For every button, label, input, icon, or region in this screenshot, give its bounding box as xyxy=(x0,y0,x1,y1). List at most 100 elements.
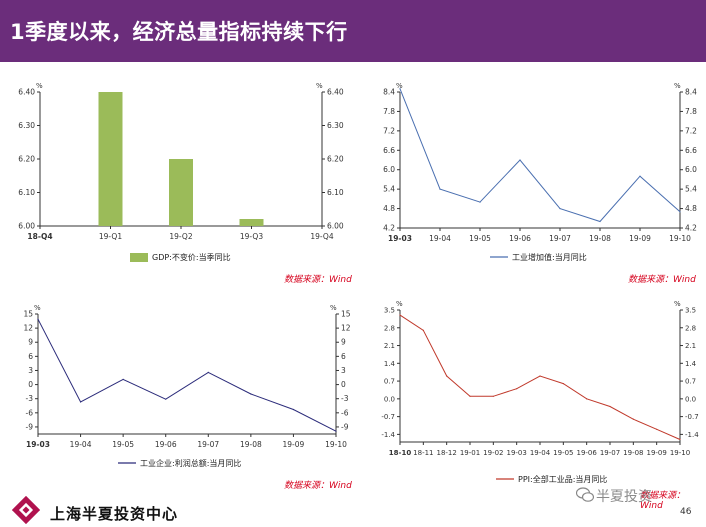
x-tick-label: 19-01 xyxy=(460,449,480,457)
data-point-19-03 xyxy=(399,88,401,90)
x-tick-label: 18-Q4 xyxy=(27,232,52,241)
y-tick-label: 3 xyxy=(341,366,346,375)
x-tick-label: 19-06 xyxy=(509,234,531,243)
data-point-19-10 xyxy=(335,430,337,432)
data-point-19-01 xyxy=(469,395,471,397)
y-tick-label: 3.5 xyxy=(685,307,696,315)
x-tick-label: 19-04 xyxy=(70,440,92,449)
x-tick-label: 19-07 xyxy=(197,440,219,449)
data-point-19-08 xyxy=(632,418,634,420)
y-tick-label: 12 xyxy=(23,324,33,333)
x-tick-label: 19-09 xyxy=(629,234,651,243)
y-tick-label: 15 xyxy=(23,310,33,319)
data-point-19-05 xyxy=(562,383,564,385)
y-tick-label: 8.4 xyxy=(383,88,395,97)
legend-swatch xyxy=(130,253,148,262)
x-tick-label: 19-03 xyxy=(26,440,50,449)
y-tick-label: 4.8 xyxy=(383,204,395,213)
company-name: 上海半夏投资中心 xyxy=(50,505,179,523)
data-point-19-08 xyxy=(250,393,252,395)
bar-19-Q3 xyxy=(239,219,264,226)
data-point-19-06 xyxy=(165,398,167,400)
data-point-19-07 xyxy=(207,371,209,373)
x-tick-label: 19-04 xyxy=(429,234,451,243)
y-tick-label: 6 xyxy=(341,352,346,361)
bar-19-Q1 xyxy=(98,92,123,226)
y-tick-label: 6.40 xyxy=(327,88,344,97)
y-tick-label: -9 xyxy=(341,422,349,431)
y-tick-label: 0.7 xyxy=(685,378,696,386)
y-tick-label: 6.20 xyxy=(18,155,35,164)
y-tick-label: -3 xyxy=(26,394,34,403)
data-point-19-05 xyxy=(122,378,124,381)
x-tick-label: 19-06 xyxy=(576,449,597,457)
y-tick-label: 6.6 xyxy=(383,146,395,155)
x-tick-label: 18-11 xyxy=(413,449,433,457)
data-point-19-06 xyxy=(519,159,521,161)
y-tick-label: -6 xyxy=(26,408,34,417)
unit-label-left: % xyxy=(396,300,403,308)
y-tick-label: 4.2 xyxy=(383,224,395,233)
y-tick-label: 6.10 xyxy=(18,188,35,197)
x-tick-label: 19-02 xyxy=(483,449,503,457)
y-tick-label: 4.2 xyxy=(685,224,697,233)
x-tick-label: 19-Q2 xyxy=(169,232,192,241)
y-tick-label: 6.00 xyxy=(18,222,35,231)
y-tick-label: 7.8 xyxy=(685,107,697,116)
y-tick-label: 7.8 xyxy=(383,107,395,116)
x-tick-label: 19-08 xyxy=(240,440,262,449)
y-tick-label: 9 xyxy=(341,338,346,347)
y-tick-label: 6.10 xyxy=(327,188,344,197)
unit-label-right: % xyxy=(674,300,681,308)
wechat-icon xyxy=(576,487,594,502)
y-tick-label: 7.2 xyxy=(383,126,395,135)
x-tick-label: 19-08 xyxy=(623,449,643,457)
x-tick-label: 19-05 xyxy=(112,440,134,449)
x-tick-label: 19-10 xyxy=(670,449,690,457)
x-tick-label: 19-07 xyxy=(549,234,571,243)
chart-industrial-value-added: % % 4.2 4.2 4.8 4.8 5.4 5.4 6.0 6.0 6.6 6.6 7.2 7.2 7.… xyxy=(383,82,697,262)
y-tick-label: 0.0 xyxy=(384,395,395,403)
y-tick-label: 3 xyxy=(28,366,33,375)
data-point-19-07 xyxy=(559,207,561,210)
x-tick-label: 19-Q3 xyxy=(240,232,263,241)
series-line xyxy=(399,314,681,440)
unit-label-left: % xyxy=(36,82,43,90)
legend-label: GDP:不变价:当季同比 xyxy=(152,252,231,262)
company-logo-icon xyxy=(12,496,40,524)
page-number: 46 xyxy=(680,507,692,517)
y-tick-label: 9 xyxy=(28,338,33,347)
data-point-19-04 xyxy=(539,375,541,377)
y-tick-label: 0.7 xyxy=(384,378,395,386)
x-tick-label: 18-12 xyxy=(436,449,456,457)
x-tick-label: 19-03 xyxy=(388,234,412,243)
unit-label-right: % xyxy=(316,82,323,90)
x-tick-label: 19-05 xyxy=(553,449,573,457)
data-point-18-10 xyxy=(399,314,401,316)
y-tick-label: 2.8 xyxy=(685,324,696,332)
y-tick-label: 6.40 xyxy=(18,88,35,97)
y-tick-label: 1.4 xyxy=(685,360,697,368)
x-tick-label: 18-10 xyxy=(389,449,412,457)
data-point-19-09 xyxy=(292,408,295,411)
x-tick-label: 19-08 xyxy=(589,234,611,243)
data-point-19-09 xyxy=(639,175,641,177)
y-tick-label: 12 xyxy=(341,324,351,333)
y-tick-label: 6.0 xyxy=(685,165,697,174)
data-point-19-08 xyxy=(599,220,601,223)
y-tick-label: 6 xyxy=(28,352,33,361)
y-tick-label: 15 xyxy=(341,310,351,319)
y-tick-label: 1.4 xyxy=(384,360,396,368)
y-tick-label: 6.20 xyxy=(327,155,344,164)
data-point-18-11 xyxy=(422,329,424,331)
chart-industrial-profit: % % -9 -9 -6 -6 -3 -3 0 0 3 3 6 6 9 9 12 12 15 15 19-03 19-04… xyxy=(23,304,351,468)
y-tick-label: -9 xyxy=(26,422,34,431)
y-tick-label: 0 xyxy=(28,380,33,389)
chart-ppi: % % -1.4 -1.4 -0.7 -0.7 0.0 0.0 0.7 0.7 1.4 1.4 2.1 2… xyxy=(381,300,699,484)
unit-label-left: % xyxy=(396,82,403,90)
y-tick-label: 0.0 xyxy=(685,395,696,403)
data-source-note: 数据来源：Wind xyxy=(284,481,352,491)
y-tick-label: -1.4 xyxy=(685,431,699,439)
y-tick-label: 2.1 xyxy=(685,342,696,350)
y-tick-label: 3.5 xyxy=(384,307,395,315)
